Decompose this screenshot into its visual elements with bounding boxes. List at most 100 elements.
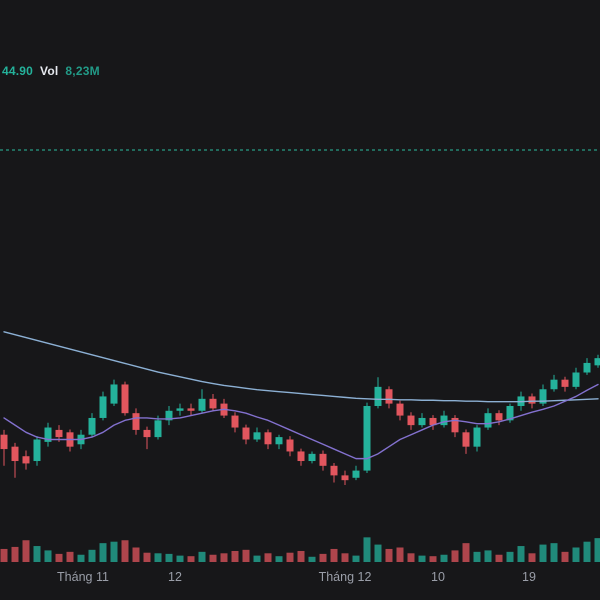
volume-bar	[451, 550, 459, 562]
volume-bar	[440, 554, 448, 562]
volume-bar	[33, 546, 41, 562]
candle-body	[440, 415, 448, 426]
candle-body	[297, 451, 305, 462]
candle-body	[275, 437, 283, 445]
volume-bar	[429, 556, 437, 562]
candle-body	[110, 384, 118, 404]
volume-bar	[231, 550, 239, 562]
volume-bar	[363, 537, 371, 562]
volume-bar	[88, 549, 96, 562]
candle-body	[572, 372, 580, 387]
candle-body	[55, 429, 63, 438]
volume-bar	[143, 552, 151, 562]
volume-bar	[121, 540, 129, 562]
volume-bar	[77, 554, 85, 562]
volume-bar	[550, 543, 558, 562]
volume-bar	[165, 553, 173, 562]
volume-bar	[561, 551, 569, 562]
candle-body	[561, 379, 569, 387]
candle-body	[352, 470, 360, 478]
x-axis-tick: 12	[168, 570, 182, 584]
volume-bar	[385, 548, 393, 562]
volume-bar	[286, 552, 294, 562]
candle-body	[187, 408, 195, 411]
volume-bar	[297, 550, 305, 562]
last-price-value: 44.90	[2, 64, 34, 78]
candle-body	[198, 398, 206, 411]
candle-body	[418, 417, 426, 426]
candle-body	[44, 427, 52, 442]
volume-bar	[506, 551, 514, 562]
candle-body	[495, 413, 503, 421]
volume-bar	[110, 541, 118, 562]
candle-body	[154, 420, 162, 438]
x-axis-tick: Tháng 12	[319, 570, 372, 584]
volume-bar	[99, 543, 107, 562]
volume-bar	[253, 555, 261, 562]
candle-body	[528, 396, 536, 404]
volume-label: Vol	[40, 64, 59, 78]
candle-body	[286, 439, 294, 452]
candle-body	[506, 405, 514, 421]
volume-bar	[374, 544, 382, 562]
candle-body	[594, 358, 600, 366]
volume-bar	[242, 549, 250, 562]
volume-bar	[308, 556, 316, 562]
candle-body	[319, 453, 327, 466]
candle-body	[33, 439, 41, 462]
candle-body	[550, 379, 558, 390]
candle-body	[396, 403, 404, 416]
volume-bar	[418, 555, 426, 562]
volume-bar	[44, 550, 52, 562]
candle-body	[143, 429, 151, 438]
candle-body	[209, 398, 217, 409]
volume-bar	[495, 554, 503, 562]
volume-bar	[594, 538, 600, 562]
volume-bar	[341, 553, 349, 562]
volume-bar	[176, 555, 184, 562]
candle-body	[242, 427, 250, 440]
volume-bar	[583, 541, 591, 562]
volume-bar	[220, 553, 228, 562]
candle-body	[88, 417, 96, 435]
candle-body	[99, 396, 107, 418]
candle-body	[341, 475, 349, 481]
candle-body	[253, 432, 261, 440]
candle-body	[231, 415, 239, 428]
volume-bar	[484, 550, 492, 562]
volume-bar	[132, 547, 140, 562]
candle-body	[330, 465, 338, 476]
volume-bar	[407, 553, 415, 562]
volume-bar	[396, 547, 404, 562]
volume-bar	[275, 556, 283, 562]
volume-bar	[55, 553, 63, 562]
candle-body	[385, 389, 393, 404]
candle-body	[308, 453, 316, 462]
candle-body	[539, 389, 547, 404]
candle-body	[429, 417, 437, 426]
ma-fast-line	[3, 383, 599, 460]
ma-slow-line	[3, 331, 599, 403]
volume-bar	[330, 548, 338, 562]
candle-body	[176, 408, 184, 411]
candle-body	[22, 456, 30, 464]
volume-value: 8,23M	[65, 64, 100, 78]
candle-body	[165, 410, 173, 421]
volume-bar	[0, 548, 8, 562]
volume-bar	[473, 551, 481, 562]
volume-bar	[11, 546, 19, 562]
volume-bar	[66, 551, 74, 562]
candle-body	[407, 415, 415, 426]
volume-bar	[187, 556, 195, 562]
volume-bar	[209, 554, 217, 562]
volume-bar	[319, 553, 327, 562]
candle-body	[583, 362, 591, 373]
candle-body	[374, 386, 382, 406]
candle-body	[11, 446, 19, 462]
candle-body	[264, 432, 272, 445]
x-axis-tick: 19	[522, 570, 536, 584]
volume-bar	[572, 547, 580, 562]
candle-body	[484, 413, 492, 428]
